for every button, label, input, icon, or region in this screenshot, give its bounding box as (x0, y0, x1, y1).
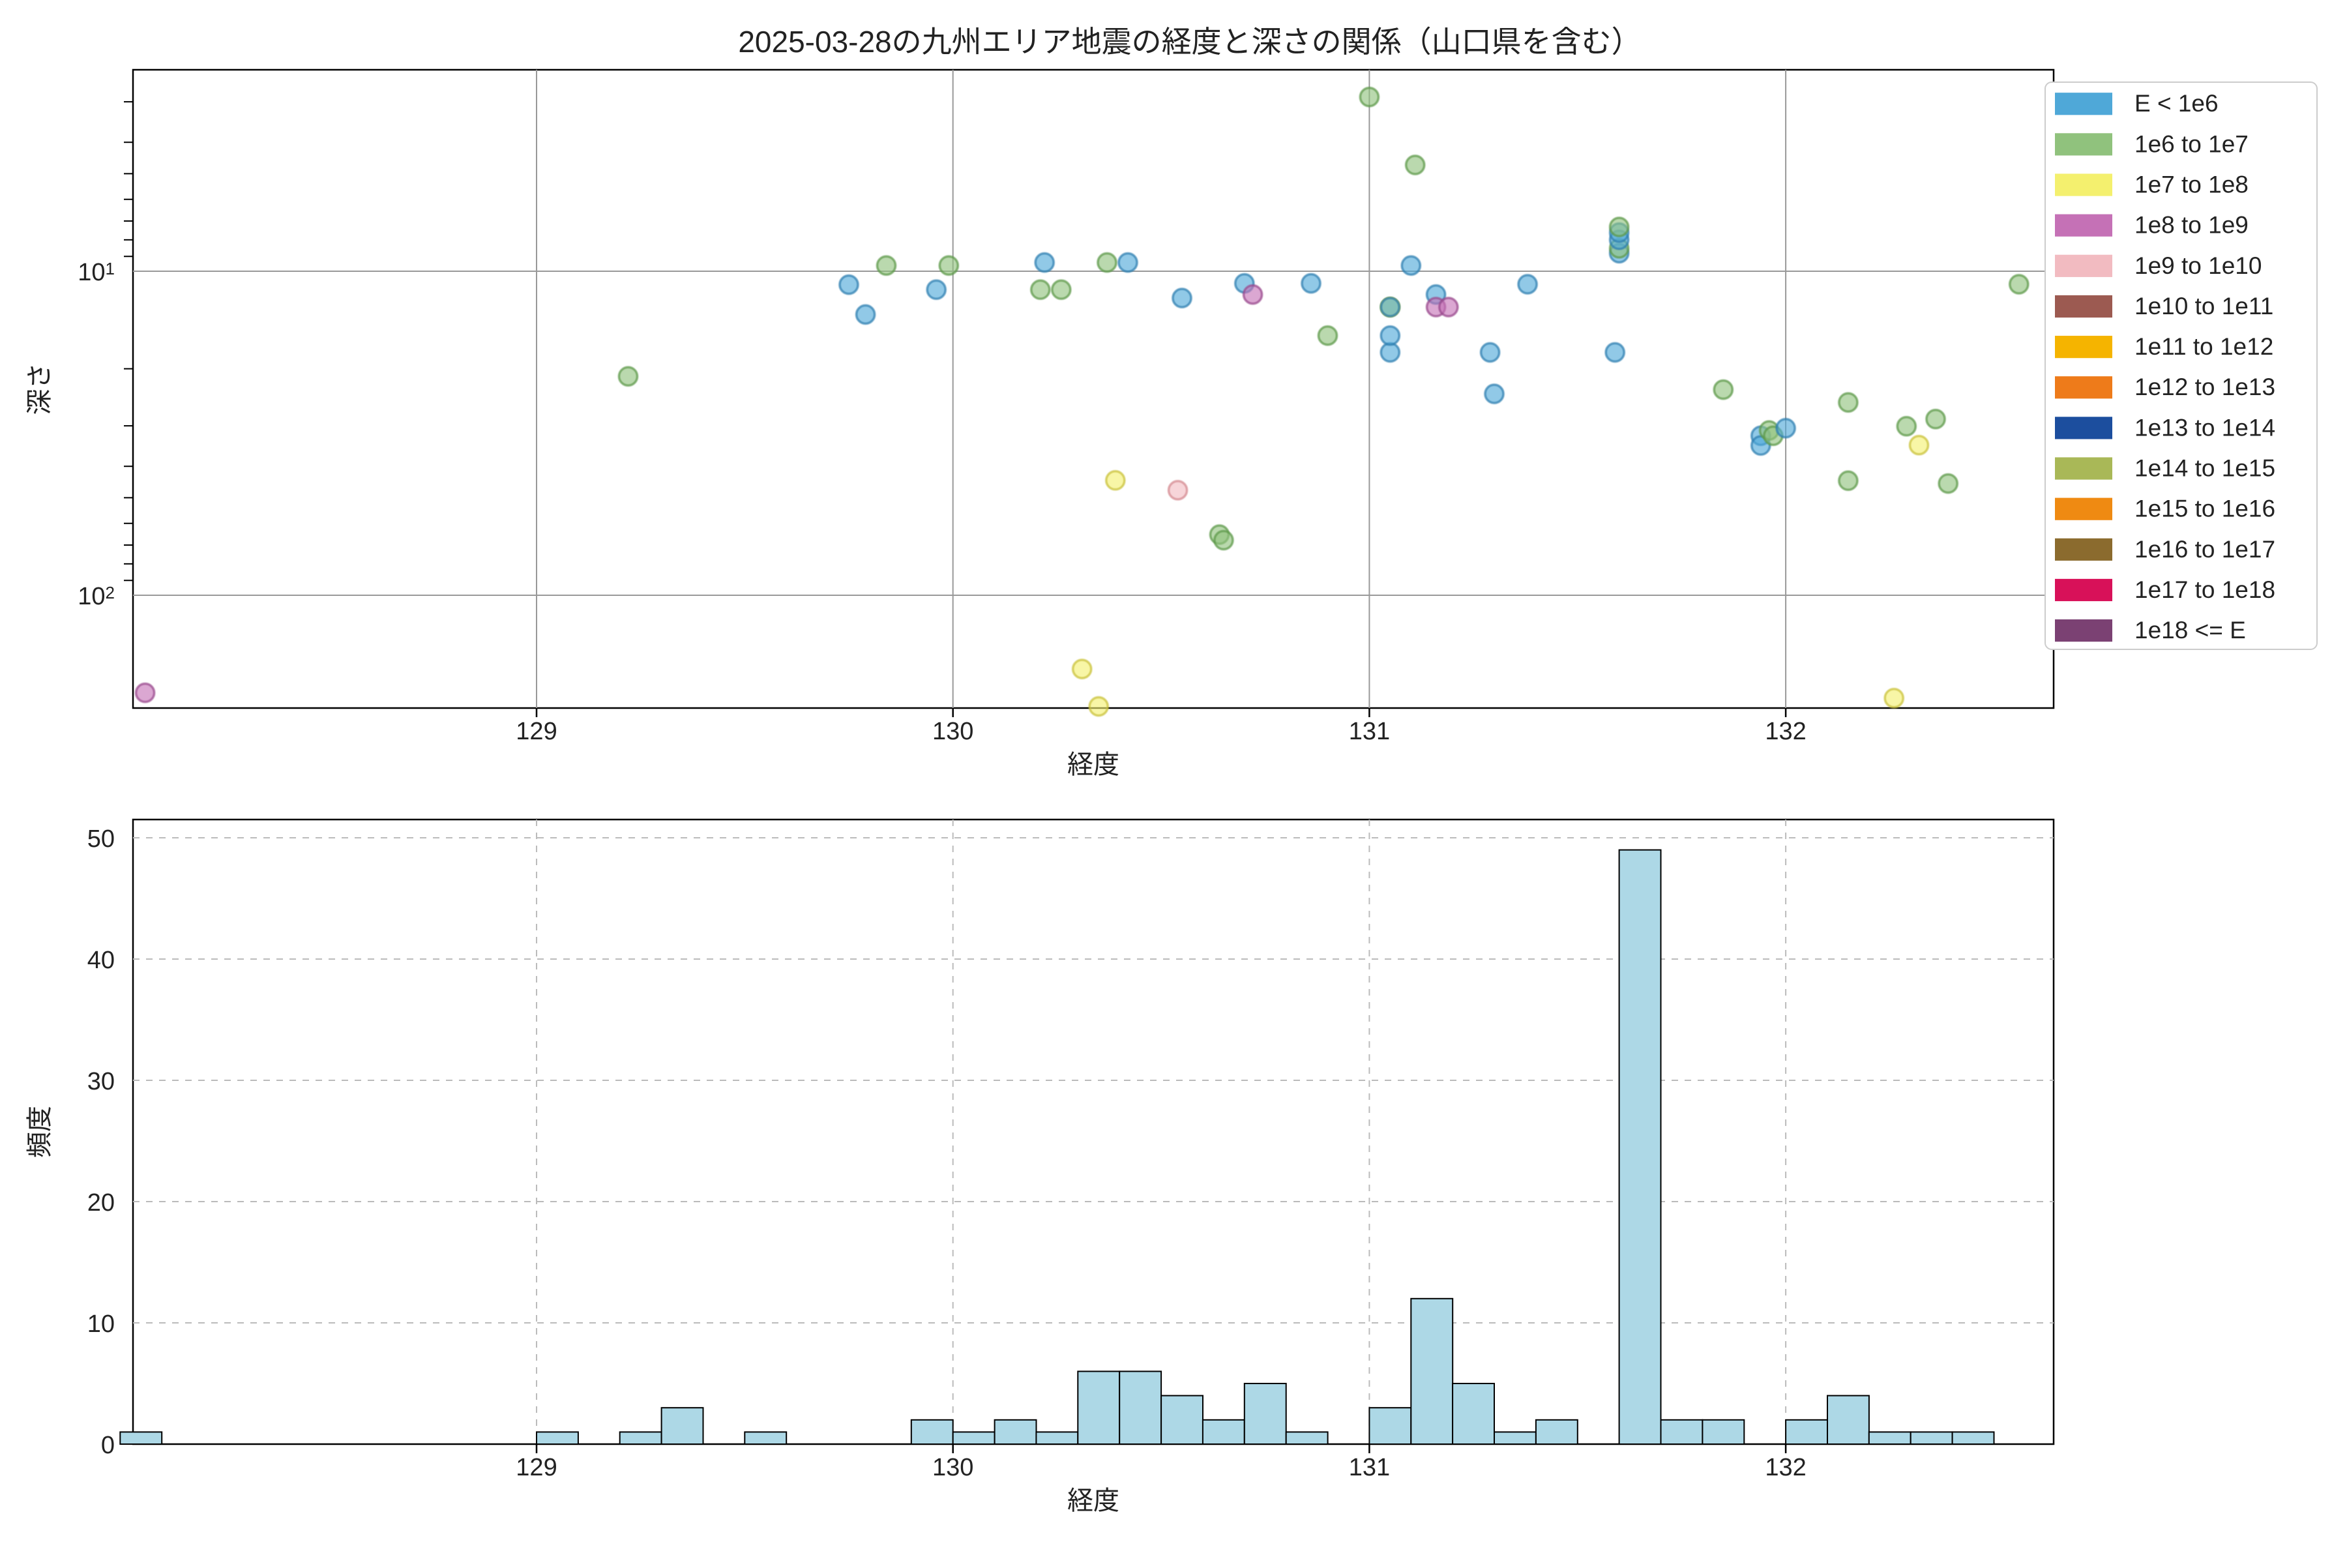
svg-text:E < 1e6: E < 1e6 (2134, 90, 2219, 117)
svg-text:2025-03-28の九州エリア地震の経度と深さの関係（山口: 2025-03-28の九州エリア地震の経度と深さの関係（山口県を含む） (738, 25, 1641, 59)
svg-text:132: 132 (1765, 718, 1806, 745)
svg-text:1e18 <= E: 1e18 <= E (2134, 617, 2246, 643)
svg-text:1e10 to 1e11: 1e10 to 1e11 (2134, 293, 2273, 319)
svg-text:131: 131 (1349, 1454, 1390, 1481)
svg-text:経度: 経度 (1067, 750, 1119, 779)
svg-text:深さ: 深さ (25, 363, 54, 415)
svg-text:130: 130 (932, 718, 973, 745)
svg-text:1e9 to 1e10: 1e9 to 1e10 (2134, 252, 2262, 279)
svg-text:132: 132 (1765, 1454, 1806, 1481)
svg-text:経度: 経度 (1067, 1487, 1119, 1515)
svg-text:20: 20 (87, 1189, 115, 1217)
svg-text:1e11 to 1e12: 1e11 to 1e12 (2134, 333, 2273, 360)
svg-text:129: 129 (516, 1454, 557, 1481)
svg-text:1e7 to 1e8: 1e7 to 1e8 (2134, 171, 2249, 198)
svg-text:1e14 to 1e15: 1e14 to 1e15 (2134, 455, 2275, 482)
svg-text:1e16 to 1e17: 1e16 to 1e17 (2134, 536, 2275, 563)
svg-text:1e12 to 1e13: 1e12 to 1e13 (2134, 374, 2275, 400)
svg-text:1e8 to 1e9: 1e8 to 1e9 (2134, 212, 2249, 239)
svg-text:30: 30 (87, 1068, 115, 1095)
svg-text:131: 131 (1349, 718, 1390, 745)
svg-text:1e15 to 1e16: 1e15 to 1e16 (2134, 496, 2275, 522)
svg-text:1e6 to 1e7: 1e6 to 1e7 (2134, 130, 2249, 157)
svg-text:40: 40 (87, 947, 115, 974)
svg-text:1e13 to 1e14: 1e13 to 1e14 (2134, 414, 2275, 441)
svg-text:50: 50 (87, 825, 115, 853)
svg-text:頻度: 頻度 (25, 1106, 54, 1158)
svg-text:129: 129 (516, 718, 557, 745)
svg-text:0: 0 (101, 1432, 115, 1459)
svg-text:130: 130 (932, 1454, 973, 1481)
svg-text:10: 10 (87, 1310, 115, 1338)
svg-text:1e17 to 1e18: 1e17 to 1e18 (2134, 576, 2275, 603)
